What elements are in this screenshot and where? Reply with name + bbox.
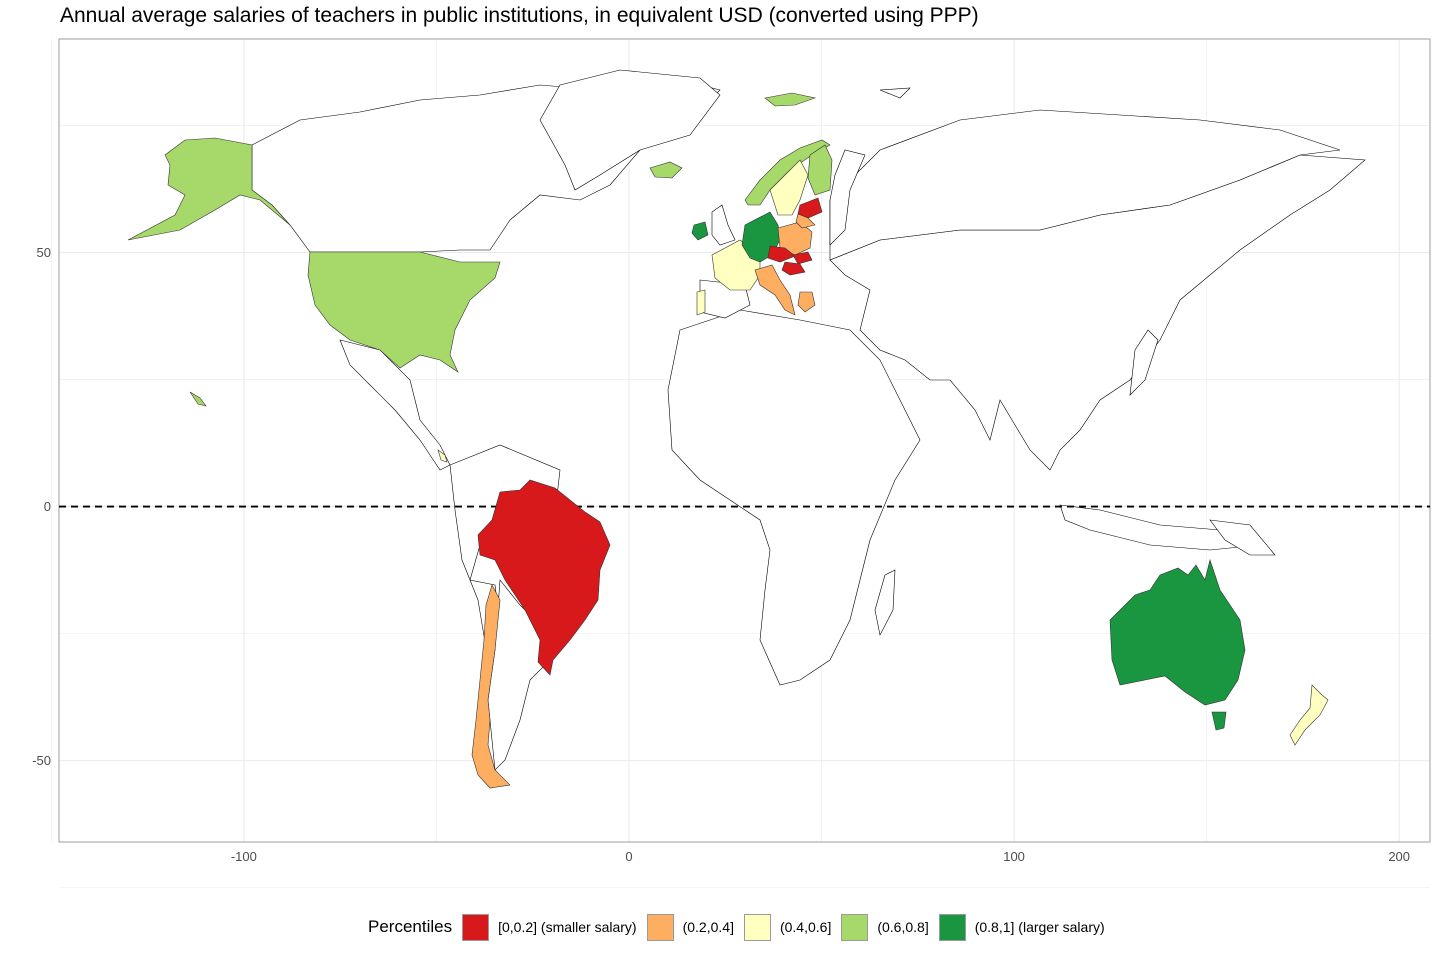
legend-swatch-q4	[841, 913, 869, 941]
country-svalbard	[764, 92, 817, 107]
country-new-zealand	[1289, 684, 1329, 746]
x-tick-label: 100	[1003, 849, 1025, 864]
country-latvia	[797, 197, 823, 219]
x-tick-label: 200	[1388, 849, 1410, 864]
country-tasmania	[1211, 711, 1227, 731]
country-iceland	[649, 161, 683, 179]
x-tick-label: 0	[625, 849, 632, 864]
land-new-guinea	[1209, 519, 1276, 556]
legend-swatch-q2	[646, 913, 674, 941]
country-finland	[807, 144, 833, 196]
legend: Percentiles [0,0.2] (smaller salary) (0.…	[368, 912, 1115, 942]
country-ireland	[691, 221, 709, 241]
legend-item: (0.4,0.6]	[743, 913, 832, 941]
country-portugal	[696, 289, 706, 316]
legend-label: (0.4,0.6]	[779, 919, 832, 935]
legend-swatch-q5	[938, 913, 966, 941]
land-africa	[667, 309, 921, 686]
x-axis-tick-labels: -100 0 100 200	[231, 849, 1410, 864]
legend-item: (0.2,0.4]	[646, 913, 734, 941]
x-tick-label: -100	[231, 849, 257, 864]
land-uk	[711, 204, 736, 246]
land-madagascar	[874, 569, 896, 636]
land-mexico-central-america	[339, 339, 451, 471]
country-czech-republic	[767, 245, 796, 263]
legend-label: (0.8,1] (larger salary)	[974, 919, 1105, 935]
y-tick-label: -50	[32, 753, 51, 768]
landmasses-no-data	[251, 69, 1366, 771]
land-siberia-north	[829, 109, 1341, 261]
legend-label: (0.6,0.8]	[877, 919, 929, 935]
country-slovakia	[792, 251, 813, 265]
legend-title: Percentiles	[368, 917, 453, 936]
country-chile	[471, 584, 511, 789]
y-tick-label: 0	[44, 499, 51, 514]
legend-label: (0.2,0.4]	[682, 919, 734, 935]
plot-panel-border	[58, 38, 1431, 843]
legend-swatch-q3	[743, 913, 771, 941]
land-japan	[1129, 329, 1159, 396]
country-italy	[754, 264, 796, 316]
y-axis-tick-labels: 50 0 -50	[32, 245, 51, 768]
country-united-states	[307, 251, 501, 373]
country-lithuania	[795, 213, 816, 229]
land-greenland	[539, 69, 721, 191]
land-indonesia	[1059, 504, 1261, 551]
country-greece	[797, 291, 816, 313]
country-alaska	[127, 137, 291, 241]
country-hungary	[781, 261, 806, 276]
legend-item: [0,0.2] (smaller salary)	[462, 913, 637, 941]
chart-title: Annual average salaries of teachers in p…	[60, 4, 979, 27]
country-australia	[1109, 558, 1246, 706]
y-tick-label: 50	[37, 245, 51, 260]
legend-label: [0,0.2] (smaller salary)	[498, 919, 637, 935]
country-sweden	[769, 159, 809, 216]
legend-swatch-q1	[462, 913, 490, 941]
country-brazil	[477, 479, 611, 676]
land-svalbard-east	[879, 87, 911, 99]
land-scandinavia-russia-west	[829, 149, 866, 246]
legend-item: (0.8,1] (larger salary)	[938, 913, 1105, 941]
legend-item: (0.6,0.8]	[841, 913, 929, 941]
country-costa-rica	[437, 449, 448, 463]
world-map-plot: -100 0 100 200 50 0 -50	[32, 38, 1431, 889]
country-hawaii	[189, 391, 207, 407]
